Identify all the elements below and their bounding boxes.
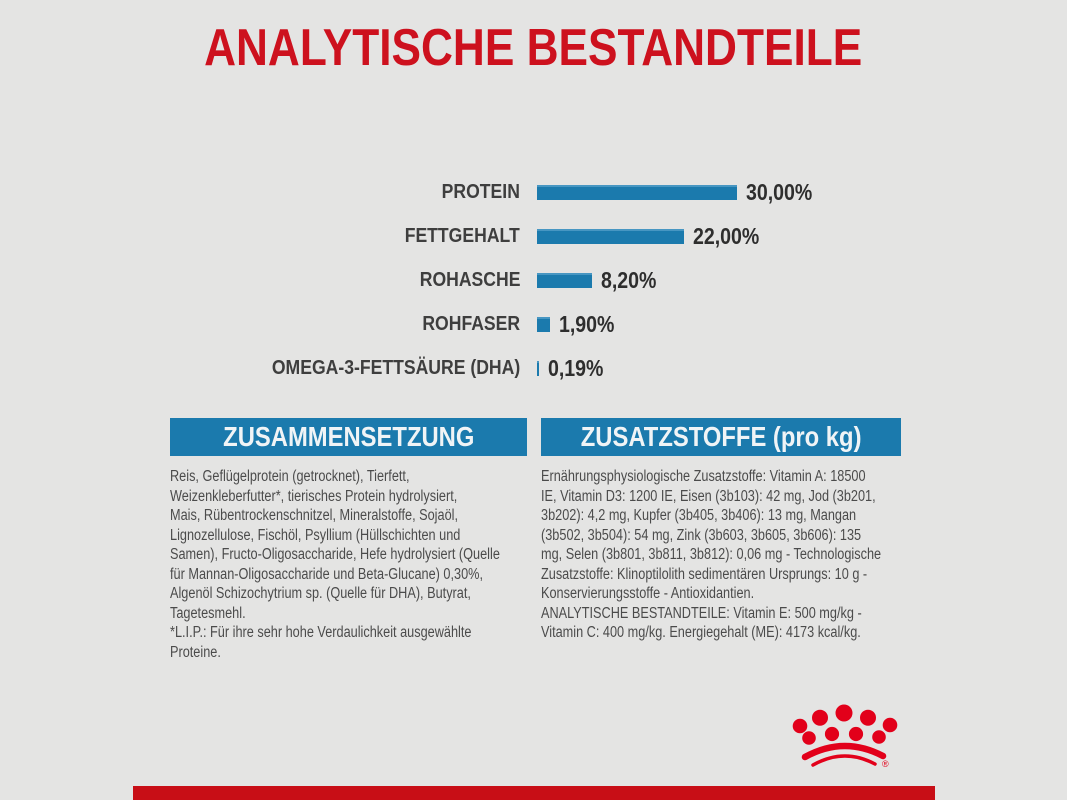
chart-row: ROHFASER 1,90%: [0, 302, 1067, 346]
composition-section-header: ZUSAMMENSETZUNG: [170, 418, 527, 456]
crown-dot-icon: [824, 726, 840, 742]
chart-bar: [537, 360, 539, 376]
composition-header-text: ZUSAMMENSETZUNG: [222, 421, 475, 452]
footer-red-bar: [133, 786, 935, 800]
chart-bar: [537, 184, 738, 200]
analytical-chart: PROTEIN 30,00% FETTGEHALT 22,00% ROHASCHE 8,2…: [0, 170, 1067, 390]
chart-bar: [537, 316, 550, 332]
crown-dot-icon: [848, 726, 864, 742]
registered-trademark-icon: ®: [882, 759, 889, 769]
crown-dot-icon: [882, 717, 898, 733]
page-title: ANALYTISCHE BESTANDTEILE: [0, 22, 1067, 74]
chart-row-label: FETTGEHALT: [404, 224, 520, 247]
page-title-text: ANALYTISCHE BESTANDTEILE: [204, 19, 863, 77]
crown-dot-icon: [792, 718, 808, 734]
chart-bar-value: 0,19%: [548, 354, 604, 381]
additives-section-header: ZUSATZSTOFFE (pro kg): [541, 418, 901, 456]
crown-dot-icon: [835, 704, 853, 722]
chart-row: FETTGEHALT 22,00%: [0, 214, 1067, 258]
chart-row-label: ROHASCHE: [419, 268, 520, 291]
crown-arc-icon: [811, 754, 877, 767]
chart-bar-value: 22,00%: [692, 222, 760, 249]
additives-text: Ernährungsphysiologische Zusatzstoffe: V…: [541, 468, 882, 641]
crown-dot-icon: [860, 709, 876, 726]
chart-bar: [537, 272, 592, 288]
chart-row: PROTEIN 30,00%: [0, 170, 1067, 214]
crown-dot-icon: [802, 731, 816, 745]
chart-row: ROHASCHE 8,20%: [0, 258, 1067, 302]
composition-text: Reis, Geflügelprotein (getrocknet), Tier…: [170, 468, 500, 661]
chart-bar-value: 8,20%: [600, 266, 657, 293]
chart-bar: [537, 228, 684, 244]
chart-row-label: OMEGA-3-FETTSÄURE (DHA): [271, 356, 520, 379]
chart-row-label: ROHFASER: [422, 312, 520, 335]
crown-arc-icon: [801, 742, 887, 761]
chart-bar-value: 30,00%: [746, 178, 813, 205]
chart-row-label: PROTEIN: [441, 180, 520, 203]
crown-dot-icon: [872, 730, 886, 744]
crown-dot-icon: [812, 709, 828, 726]
additives-header-text: ZUSATZSTOFFE (pro kg): [580, 421, 862, 452]
chart-bar-value: 1,90%: [558, 310, 615, 337]
chart-row: OMEGA-3-FETTSÄURE (DHA) 0,19%: [0, 346, 1067, 390]
royal-canin-crown-logo: ®: [792, 704, 898, 769]
